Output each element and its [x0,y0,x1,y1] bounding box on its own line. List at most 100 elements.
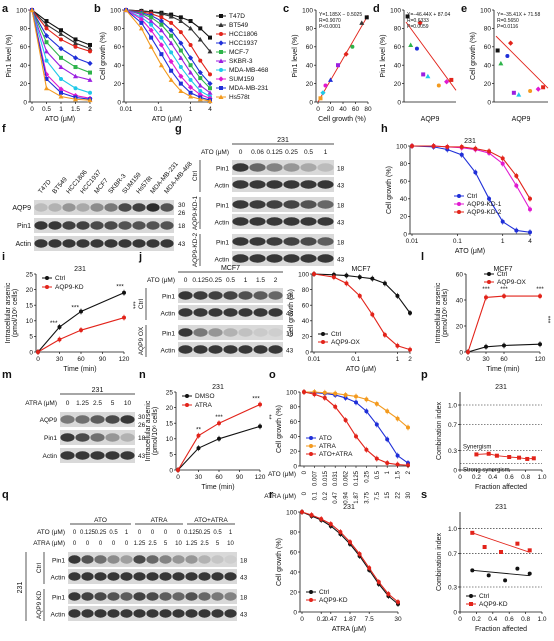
y-tick-label: 0 [169,467,173,474]
chart-panel-d: 0 20 40 60 80 100 AQP9 Pin1 level (%) Y=−46.44X … [380,7,457,123]
regression-annotation: Y=−35.41X + 71.58 [497,12,540,18]
kda-marker: 18 [286,294,294,301]
blot-band [266,217,283,226]
lane-label: 1.25 [134,541,146,547]
data-point [436,83,441,88]
significance-mark: *** [544,316,551,324]
data-point [357,275,362,280]
blot-band [62,239,76,248]
blot-band [300,254,317,263]
data-point [178,73,184,79]
blot-band [48,239,62,248]
x-tick-label: 1.0 [537,474,546,481]
y-tick-label: 0 [453,609,457,616]
legend-entry: Ctrl [467,193,478,200]
data-point [122,315,126,320]
data-point [57,337,62,342]
legend-marker [321,340,325,344]
x-tick-label: 1.0 [537,616,546,623]
data-point [538,294,542,299]
blot-band [224,592,237,601]
x-axis-label: Cell growth (%) [318,116,366,123]
data-point [370,312,375,317]
group-label: Ctrl [192,170,199,181]
x-tick-label: 30 [195,474,203,481]
data-point [487,149,492,154]
legend-marker [457,194,461,198]
x-tick-label: 1 [501,238,505,245]
legend-entry: ATO [319,435,332,442]
panel-letter-l: l [421,251,424,263]
x-tick-label: 0.4 [488,474,497,481]
x-tick-label: 0.5 [42,106,51,113]
blot-band [107,555,120,564]
kda-marker: 43 [286,348,294,355]
y-tick-label: 80 [484,26,492,33]
data-point [122,290,126,295]
blot-band [34,239,48,248]
blot-band [178,328,193,337]
data-point [328,77,333,82]
data-point [374,456,379,461]
data-point [159,52,164,57]
blot-band [238,328,253,337]
data-point [527,548,532,553]
panel-letter-f: f [2,123,6,135]
legend-entry: SKBR-3 [229,58,253,65]
data-point [73,65,78,70]
data-point [474,452,479,457]
panel-letter-n: n [139,369,146,381]
blot-band [94,572,107,581]
chart-panel-s: 0 0.3 0.7 1.0 0 0.2 0.4 0.6 0.8 1.0 Fraction affec… [436,504,547,633]
x-tick-label: 0.01 [406,238,419,245]
blot-band [172,609,185,618]
data-point [258,424,262,429]
lane-label: 1 [229,530,233,536]
data-point [57,325,62,330]
legend-entry: MCF-7 [229,49,249,56]
data-point [382,332,387,337]
blot-panel-g: 231 ATO (μM) 0 0.06 0.125 0.25 0.5 1 Pin1 18 Actin… [192,137,345,267]
legend-entry: Ctrl [479,593,490,600]
y-tick-label: 5 [169,452,173,459]
blot-band [62,203,76,212]
x-tick-label: 1.5 [396,470,402,479]
data-point [178,55,184,60]
data-point [350,44,355,49]
x-tick-label: 3.75 [364,491,370,503]
data-point [445,144,450,149]
blot-band [81,609,94,618]
x-tick-label: 1.5 [71,106,80,113]
data-point [217,421,221,426]
blot-band [146,572,159,581]
x-tick-label: 60 [215,474,223,481]
data-point [395,462,400,467]
blot-band [178,308,193,317]
lane-label: 2 [274,277,278,284]
x-tick-label: 1.87 [344,616,357,623]
data-point [385,461,390,466]
legend-marker [469,594,473,598]
data-point [486,573,491,578]
x-tick-label: 80 [364,106,372,113]
blot-band [90,221,104,230]
x-axis-label: ATO (μM) [152,116,182,123]
panel-letter-g: g [175,123,182,135]
data-point [385,437,390,442]
blot-band [107,609,120,618]
fit-line [317,15,369,103]
data-point [328,522,333,526]
lane-label: 0 [66,400,70,407]
y-tick-label: 80 [302,287,310,294]
blot-band [120,609,133,618]
row-label: ATRA (μM) [33,540,65,547]
data-point [58,93,64,99]
kda-marker: 43 [337,257,345,264]
kda-marker: 18 [240,558,248,565]
x-tick-label: 1 [396,356,400,363]
x-tick-label: 0.1 [351,356,360,363]
blot-header: 231 [277,137,289,144]
x-axis-label: Time (min) [201,484,234,491]
x-tick-label: 60 [77,356,85,363]
blot-band [159,609,172,618]
